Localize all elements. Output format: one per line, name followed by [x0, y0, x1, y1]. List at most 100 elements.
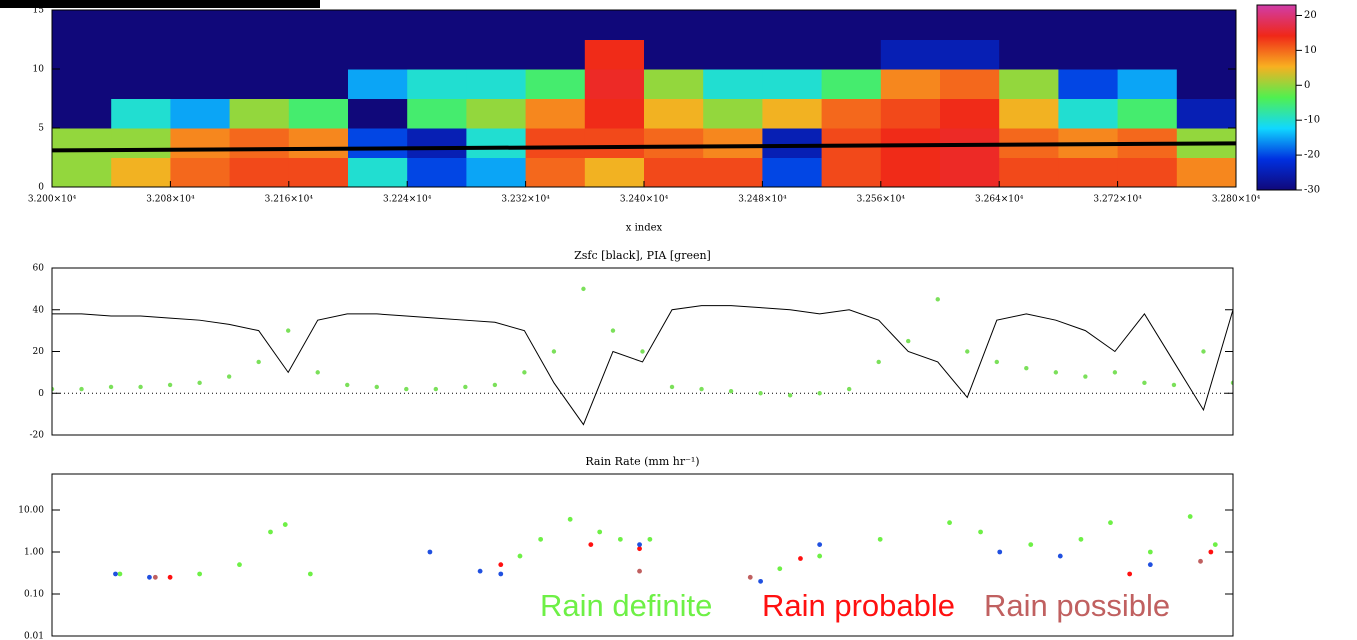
heat-cell	[880, 10, 941, 40]
heat-cell	[1176, 10, 1236, 40]
y-tick-label: 0.10	[24, 590, 44, 600]
heat-cell	[348, 39, 408, 70]
x-axis-label: x index	[626, 223, 663, 234]
chart-scatter: Rain Rate (mm hr⁻¹) Rain definite Rain pro…	[18, 455, 1234, 640]
chart-line: Zsfc [black], PIA [green] -20 0 20 40 60	[30, 249, 1234, 441]
heat-cell	[880, 69, 941, 99]
heat-cell	[466, 69, 527, 99]
heat-cell	[170, 69, 231, 99]
chart-heatmap: -30 -20 -10 0 10 20 3.200×10⁴ 3.208×10⁴ 3.216×10…	[28, 4, 1320, 234]
heat-cell	[466, 10, 527, 40]
rain-point	[997, 549, 1003, 555]
heat-cell	[525, 69, 586, 99]
rain-point	[798, 556, 803, 561]
rain-point	[498, 571, 504, 577]
y-tick-label: 40	[33, 305, 45, 315]
x-tick-label: 3.232×10⁴	[501, 195, 550, 205]
heat-cell	[644, 69, 704, 99]
heat-cell	[703, 39, 763, 70]
x-tick-label: 3.224×10⁴	[383, 195, 432, 205]
heat-cell	[52, 128, 112, 158]
heat-cell	[348, 128, 408, 158]
series-point	[492, 382, 498, 388]
series-point	[817, 391, 822, 396]
series-point	[699, 386, 704, 392]
heat-cell	[525, 39, 586, 70]
rain-point	[498, 562, 504, 568]
heat-cell	[821, 69, 882, 99]
colorbar	[1256, 4, 1297, 191]
heat-cell	[1058, 39, 1119, 70]
heat-cell	[703, 10, 763, 40]
heat-cell	[111, 157, 171, 187]
heat-cell	[170, 98, 231, 129]
heat-cell	[821, 10, 882, 40]
heat-cell	[999, 98, 1059, 129]
heat-cell	[229, 39, 290, 70]
heat-cell	[525, 98, 586, 129]
series-point	[846, 386, 852, 392]
rain-point	[978, 529, 983, 535]
heat-cell	[1058, 69, 1119, 99]
series-point	[463, 384, 468, 390]
series-point	[1201, 349, 1206, 354]
rain-point	[817, 542, 823, 548]
heat-cell	[762, 128, 823, 158]
rain-point	[147, 574, 152, 580]
heat-cell	[52, 69, 112, 99]
rain-point	[1028, 542, 1034, 548]
heat-cell	[703, 69, 763, 99]
rain-point	[1078, 536, 1084, 542]
rain-point	[517, 553, 523, 559]
heat-cell	[940, 39, 1000, 70]
heat-cell	[644, 157, 704, 187]
heat-cell	[703, 157, 763, 187]
series-point	[935, 297, 940, 302]
colorbar-tick-label: -20	[1304, 150, 1320, 161]
heat-cell	[644, 10, 704, 40]
heat-cell	[111, 69, 171, 99]
colorbar-tick-label: 0	[1304, 80, 1310, 91]
heat-cell	[584, 10, 645, 40]
heat-cell	[1176, 98, 1236, 129]
heat-cell	[111, 128, 171, 158]
heat-cell	[1058, 98, 1119, 129]
heat-cell	[880, 98, 941, 129]
series-point	[256, 359, 261, 365]
series-point	[315, 370, 320, 375]
plot-area	[52, 10, 1236, 187]
heat-cell	[762, 69, 823, 99]
rain-point	[637, 542, 642, 548]
heat-cell	[229, 69, 290, 99]
heat-cell	[288, 157, 349, 187]
heat-cell	[525, 128, 586, 158]
x-tick-label: 3.280×10⁴	[1212, 195, 1261, 205]
heat-cell	[111, 98, 171, 129]
series-point	[1024, 366, 1029, 371]
heat-cell	[111, 39, 171, 70]
rain-point	[1147, 562, 1153, 568]
heat-cell	[999, 69, 1059, 99]
chart-title: Zsfc [black], PIA [green]	[574, 249, 711, 262]
heat-cell	[940, 98, 1000, 129]
rain-point	[1147, 549, 1153, 555]
rain-point	[282, 522, 288, 527]
plot-frame	[51, 473, 1234, 637]
heat-cell	[407, 128, 467, 158]
series-point	[79, 386, 84, 392]
heat-cell	[999, 39, 1059, 70]
rain-point	[617, 536, 623, 542]
heat-cell	[1117, 69, 1178, 99]
x-tick-label: 3.248×10⁴	[738, 195, 787, 205]
rain-point	[637, 546, 642, 552]
series-point	[52, 386, 55, 392]
rain-point	[1212, 542, 1218, 548]
heat-cell	[288, 10, 349, 40]
heat-cell	[880, 39, 941, 70]
series-point	[522, 370, 527, 375]
rain-point	[597, 529, 603, 535]
y-tick-label: 5	[38, 124, 44, 134]
rain-point	[152, 574, 158, 580]
heat-cell	[288, 39, 349, 70]
rain-point	[647, 536, 653, 542]
